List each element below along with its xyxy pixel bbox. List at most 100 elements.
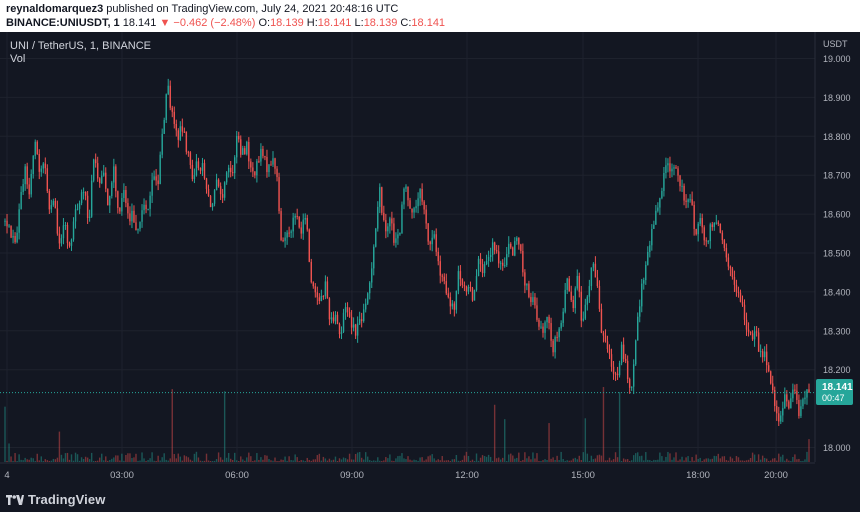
price-chart[interactable]: 19.000 18.900 18.800 18.700 18.600 18.500 18.4… bbox=[0, 32, 860, 486]
volume-bar bbox=[12, 460, 14, 462]
volume-bar bbox=[304, 461, 306, 462]
time-axis[interactable]: 4 03:00 06:00 09:00 12:00 15:00 18:00 20:00 bbox=[4, 470, 788, 481]
candle-body bbox=[790, 398, 792, 409]
candle-body bbox=[163, 119, 165, 134]
candle-body bbox=[586, 296, 589, 305]
volume-bar bbox=[693, 460, 695, 462]
candle-body bbox=[258, 161, 260, 163]
volume-bar bbox=[632, 455, 635, 462]
candle-body bbox=[485, 260, 488, 265]
volume-bar bbox=[129, 453, 131, 462]
candle-body bbox=[786, 394, 788, 402]
volume-bar bbox=[590, 455, 593, 462]
volume-bar bbox=[219, 457, 222, 462]
volume-bar bbox=[665, 456, 667, 462]
candle-body bbox=[471, 288, 474, 301]
volume-bar bbox=[36, 453, 38, 462]
volume-bar bbox=[552, 457, 554, 462]
candle-body bbox=[548, 316, 550, 324]
volume-bar bbox=[153, 460, 155, 462]
candle-body bbox=[697, 223, 699, 235]
candle-body bbox=[70, 239, 73, 246]
candle-body bbox=[314, 286, 317, 293]
candle-body bbox=[564, 289, 566, 312]
candle-body bbox=[223, 182, 226, 198]
candle-body bbox=[767, 365, 770, 372]
volume-bar bbox=[461, 459, 464, 462]
volume-bar bbox=[661, 456, 663, 462]
candle-body bbox=[272, 158, 274, 165]
volume-bar bbox=[780, 456, 782, 462]
candle-body bbox=[211, 203, 214, 208]
candle-body bbox=[113, 166, 115, 183]
candle-body bbox=[328, 298, 331, 320]
volume-bar bbox=[757, 454, 760, 462]
candle-body bbox=[717, 222, 720, 224]
candle-body bbox=[624, 358, 627, 361]
volume-bar bbox=[733, 460, 736, 462]
candle-body bbox=[191, 164, 194, 180]
volume-bar bbox=[22, 460, 24, 462]
candle-body bbox=[572, 299, 574, 309]
candle-body bbox=[103, 172, 105, 176]
volume-bar bbox=[651, 460, 653, 462]
candle-body bbox=[109, 196, 111, 206]
candle-body bbox=[610, 354, 613, 367]
open-value: 18.139 bbox=[270, 17, 304, 29]
volume-bar bbox=[280, 459, 282, 462]
candle-body bbox=[798, 399, 800, 416]
candle-body bbox=[423, 201, 425, 210]
symbol-name: BINANCE:UNIUSDT, 1 bbox=[6, 17, 120, 29]
volume-bar bbox=[147, 459, 149, 462]
candle-body bbox=[332, 317, 335, 322]
candle-body bbox=[159, 154, 161, 184]
candle-body bbox=[197, 161, 200, 168]
candle-body bbox=[290, 231, 292, 233]
volume-bar bbox=[288, 456, 290, 462]
candle-body bbox=[504, 265, 506, 267]
price-axis[interactable]: 19.000 18.900 18.800 18.700 18.600 18.500 18.4… bbox=[823, 54, 851, 453]
volume-bar bbox=[88, 459, 91, 462]
volume-bar bbox=[360, 457, 363, 462]
volume-bar bbox=[475, 453, 478, 462]
volume-bar bbox=[10, 456, 12, 462]
candle-body bbox=[598, 286, 601, 309]
candle-body bbox=[310, 261, 312, 283]
candle-body bbox=[86, 195, 89, 219]
candle-body bbox=[461, 279, 464, 286]
candle-body bbox=[229, 167, 232, 173]
candle-body bbox=[612, 366, 615, 374]
tradingview-logo[interactable]: TradingView bbox=[6, 492, 105, 507]
candle-body bbox=[425, 209, 427, 224]
candle-body bbox=[244, 148, 246, 155]
author-name[interactable]: reynaldomarquez3 bbox=[6, 3, 104, 15]
volume-bar bbox=[594, 458, 597, 462]
candle-body bbox=[348, 312, 351, 317]
volume-bar bbox=[201, 460, 204, 462]
volume-bar bbox=[645, 452, 647, 462]
volume-bar bbox=[298, 460, 300, 462]
candle-body bbox=[360, 319, 363, 322]
candle-body bbox=[655, 210, 657, 225]
volume-bar bbox=[272, 460, 274, 462]
candle-body bbox=[14, 236, 16, 243]
candle-body bbox=[576, 275, 578, 289]
candle-body bbox=[634, 340, 637, 365]
volume-bar bbox=[18, 454, 20, 462]
candle-body bbox=[544, 322, 546, 333]
candle-body bbox=[397, 234, 399, 239]
volume-bar bbox=[514, 458, 516, 462]
candle-body bbox=[683, 185, 685, 201]
candle-body bbox=[616, 373, 619, 376]
candle-body bbox=[227, 167, 230, 173]
volume-bar bbox=[808, 439, 810, 462]
volume-bar bbox=[338, 458, 341, 462]
candle-body bbox=[99, 178, 101, 184]
volume-bar bbox=[383, 460, 385, 462]
volume-bar bbox=[782, 454, 784, 462]
volume-bar bbox=[78, 460, 81, 462]
volume-bar bbox=[641, 455, 643, 462]
candle-body bbox=[407, 186, 409, 201]
volume-bar bbox=[451, 459, 454, 462]
candle-body bbox=[189, 152, 192, 165]
